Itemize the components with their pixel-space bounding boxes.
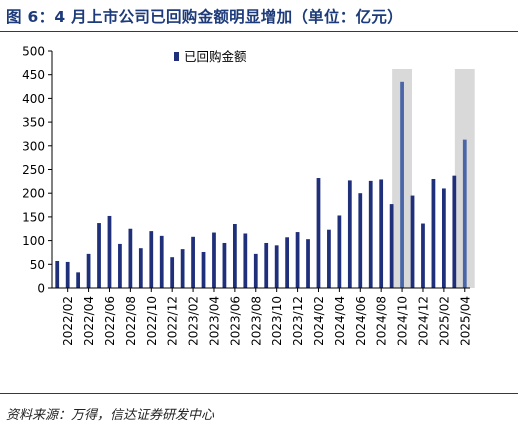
bar <box>410 195 415 288</box>
x-tick-label: 2025/02 <box>437 296 451 346</box>
bar <box>97 223 101 288</box>
bar <box>316 178 321 288</box>
bar <box>128 228 133 288</box>
bar <box>149 231 154 288</box>
bar <box>389 204 394 288</box>
bar <box>327 229 331 288</box>
x-tick-label: 2023/10 <box>270 296 284 346</box>
bar <box>347 180 352 288</box>
bars <box>55 81 467 288</box>
y-tick-label: 450 <box>22 68 45 82</box>
bar <box>337 215 342 288</box>
y-tick-label: 100 <box>22 234 45 248</box>
y-tick-label: 50 <box>30 258 45 272</box>
bar <box>118 243 122 288</box>
source-note: 资料来源：万得，信达证券研发中心 <box>6 408 215 423</box>
bar <box>65 261 70 288</box>
y-tick-label: 250 <box>22 163 45 177</box>
bar <box>462 139 467 288</box>
y-tick-label: 400 <box>22 92 45 106</box>
x-tick-label: 2024/04 <box>333 296 347 346</box>
y-tick-label: 350 <box>22 116 45 130</box>
x-tick-label: 2022/02 <box>61 296 75 346</box>
x-tick-label: 2024/06 <box>354 296 368 346</box>
bar <box>232 224 237 288</box>
y-tick-label: 200 <box>22 187 45 201</box>
bar <box>76 272 81 288</box>
bar <box>107 215 112 288</box>
bar <box>274 245 279 288</box>
x-tick-label: 2024/12 <box>416 296 430 346</box>
y-axis-ticks: 0 50 100 150 200 250 300 350 400 450 500 <box>22 45 52 296</box>
bar <box>421 223 425 288</box>
x-tick-label: 2022/12 <box>166 296 180 346</box>
bar <box>159 235 164 288</box>
bar <box>170 257 175 288</box>
bar <box>222 242 227 288</box>
y-tick-label: 150 <box>22 210 45 224</box>
x-tick-label: 2022/06 <box>103 296 117 346</box>
legend: 已回购金额 <box>174 49 247 64</box>
x-tick-label: 2023/08 <box>249 296 263 346</box>
bar <box>212 232 216 288</box>
x-tick-label: 2024/10 <box>396 296 410 346</box>
bar <box>295 232 300 288</box>
bar <box>452 175 457 288</box>
bar <box>253 253 258 288</box>
bar <box>180 249 185 288</box>
legend-label: 已回购金额 <box>184 49 247 64</box>
bar <box>400 81 404 288</box>
x-tick-label: 2023/04 <box>207 296 221 346</box>
bar <box>306 239 310 288</box>
bar <box>368 180 373 288</box>
bar <box>285 237 290 288</box>
y-tick-label: 300 <box>22 139 45 153</box>
bar <box>264 242 269 288</box>
bar <box>138 248 143 288</box>
x-tick-label: 2022/04 <box>82 296 96 346</box>
bar <box>431 178 436 288</box>
bar <box>201 251 206 288</box>
x-tick-label: 2023/12 <box>291 296 305 346</box>
x-tick-label: 2024/02 <box>312 296 326 346</box>
x-tick-label: 2022/10 <box>145 296 159 346</box>
y-tick-label: 0 <box>37 282 45 296</box>
bar <box>441 188 446 288</box>
bar <box>55 260 60 288</box>
bottom-rule <box>0 393 518 394</box>
bar <box>379 179 384 288</box>
bar <box>191 236 195 288</box>
top-rule <box>0 31 518 32</box>
x-axis-ticks: 2022/02 2022/04 2022/06 2022/08 2022/10 2022/… <box>61 288 472 346</box>
y-tick-label: 500 <box>22 45 45 59</box>
x-tick-label: 2023/06 <box>228 296 242 346</box>
legend-swatch <box>174 52 179 61</box>
x-tick-label: 2023/02 <box>187 296 201 346</box>
figure-title: 图 6：4 月上市公司已回购金额明显增加（单位：亿元） <box>6 8 403 26</box>
bar <box>243 233 248 288</box>
x-tick-label: 2025/04 <box>458 296 472 346</box>
bar <box>358 193 363 288</box>
x-tick-label: 2022/08 <box>124 296 138 346</box>
bar <box>86 253 91 288</box>
x-tick-label: 2024/08 <box>375 296 389 346</box>
